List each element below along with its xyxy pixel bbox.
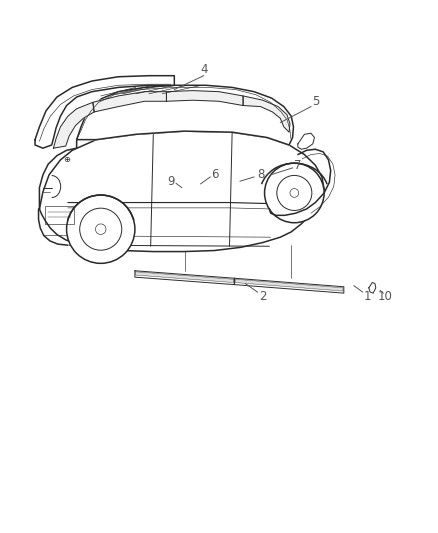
Polygon shape (53, 102, 94, 148)
Polygon shape (243, 96, 290, 132)
Bar (45, 206, 74, 224)
Circle shape (95, 224, 106, 235)
Polygon shape (77, 85, 293, 145)
Polygon shape (298, 133, 314, 149)
Text: 2: 2 (259, 290, 267, 303)
Text: 5: 5 (312, 95, 319, 108)
Circle shape (265, 163, 324, 223)
Text: 6: 6 (211, 168, 219, 181)
Text: ⊕: ⊕ (63, 156, 70, 164)
Polygon shape (39, 131, 324, 252)
Text: 8: 8 (257, 168, 264, 181)
Circle shape (290, 189, 299, 197)
Polygon shape (166, 91, 243, 106)
Polygon shape (369, 282, 376, 293)
Text: 9: 9 (167, 175, 175, 188)
Polygon shape (235, 279, 343, 291)
Polygon shape (136, 272, 233, 282)
Polygon shape (93, 92, 166, 112)
Polygon shape (135, 271, 234, 285)
Polygon shape (234, 278, 344, 293)
Text: 10: 10 (378, 290, 393, 303)
Text: 7: 7 (294, 159, 302, 172)
Circle shape (67, 195, 135, 263)
Polygon shape (35, 76, 174, 148)
Text: 4: 4 (200, 63, 208, 76)
Text: 1: 1 (364, 290, 372, 303)
